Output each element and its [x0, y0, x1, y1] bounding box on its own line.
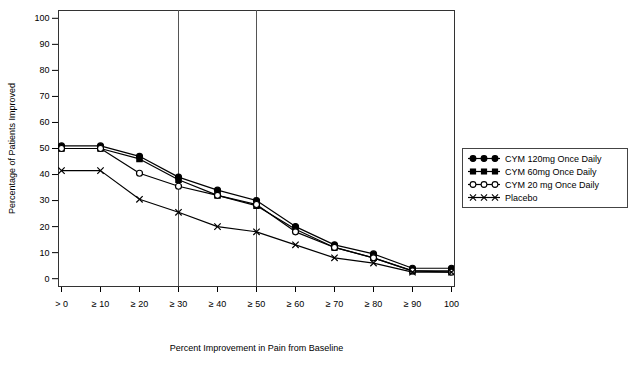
svg-text:10: 10 [39, 248, 49, 258]
html-text:CYM 20 mg Once Daily: CYM 20 mg Once Daily [505, 179, 599, 190]
svg-text:30: 30 [39, 195, 49, 205]
svg-text:≥ 90: ≥ 90 [404, 299, 421, 309]
html-text:CYM 60mg Once Daily: CYM 60mg Once Daily [505, 166, 597, 177]
svg-text:70: 70 [39, 91, 49, 101]
html-text:Placebo: Placebo [505, 192, 538, 203]
html-text:CYM 120mg Once Daily: CYM 120mg Once Daily [505, 153, 602, 164]
svg-text:> 0: > 0 [55, 299, 68, 309]
svg-text:60: 60 [39, 117, 49, 127]
svg-text:100: 100 [34, 13, 49, 23]
svg-text:80: 80 [39, 65, 49, 75]
svg-text:Percent Improvement in Pain fr: Percent Improvement in Pain from Baselin… [170, 343, 344, 353]
svg-text:≥ 50: ≥ 50 [248, 299, 265, 309]
svg-text:0: 0 [44, 274, 49, 284]
svg-text:≥ 30: ≥ 30 [170, 299, 187, 309]
svg-text:≥ 60: ≥ 60 [287, 299, 304, 309]
svg-text:Percentage of Patients Improve: Percentage of Patients Improved [7, 83, 17, 214]
svg-text:≥ 40: ≥ 40 [209, 299, 226, 309]
svg-text:90: 90 [39, 39, 49, 49]
svg-text:50: 50 [39, 143, 49, 153]
svg-text:100: 100 [444, 299, 459, 309]
svg-text:20: 20 [39, 221, 49, 231]
svg-text:≥ 80: ≥ 80 [365, 299, 382, 309]
svg-text:≥ 70: ≥ 70 [326, 299, 343, 309]
svg-text:≥ 20: ≥ 20 [131, 299, 148, 309]
svg-text:≥ 10: ≥ 10 [92, 299, 109, 309]
svg-text:40: 40 [39, 169, 49, 179]
